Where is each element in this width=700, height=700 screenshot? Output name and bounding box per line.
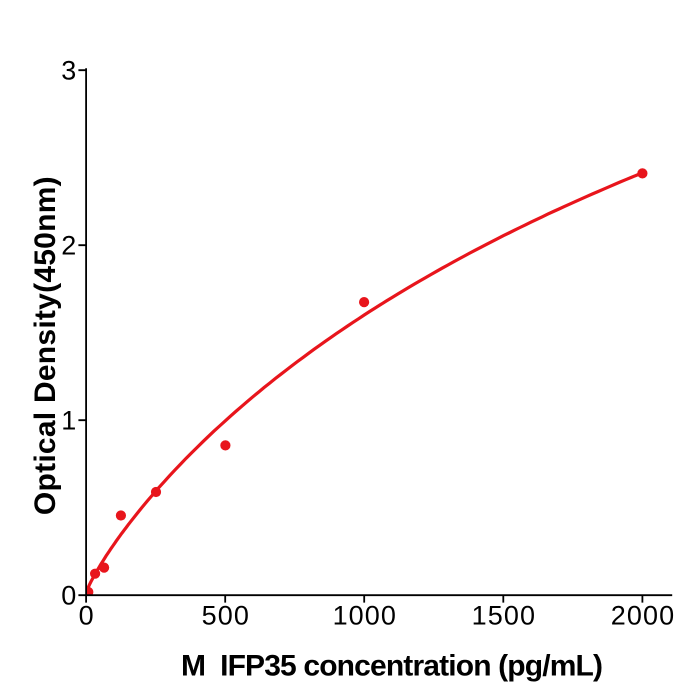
svg-text:3: 3 bbox=[61, 56, 76, 86]
svg-text:0: 0 bbox=[61, 581, 76, 611]
svg-text:Optical Density(450nm): Optical Density(450nm) bbox=[29, 176, 62, 515]
svg-text:2: 2 bbox=[61, 231, 76, 261]
svg-text:2000: 2000 bbox=[611, 601, 675, 631]
svg-text:500: 500 bbox=[202, 601, 250, 631]
svg-text:1500: 1500 bbox=[472, 601, 536, 631]
svg-text:0: 0 bbox=[79, 601, 94, 631]
svg-text:1: 1 bbox=[61, 406, 76, 436]
svg-text:M IFP35 concentration (pg/mL): M IFP35 concentration (pg/mL) bbox=[181, 650, 602, 683]
svg-text:1000: 1000 bbox=[333, 601, 397, 631]
